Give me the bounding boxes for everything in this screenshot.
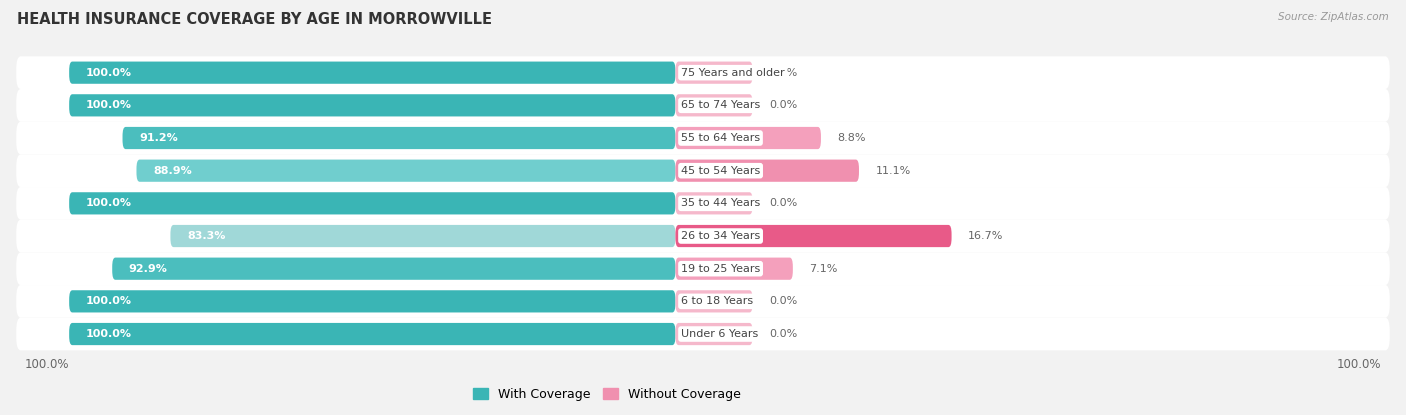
Text: 83.3%: 83.3% [187, 231, 225, 241]
Text: 8.8%: 8.8% [838, 133, 866, 143]
FancyBboxPatch shape [675, 225, 952, 247]
Text: 100.0%: 100.0% [25, 358, 69, 371]
FancyBboxPatch shape [17, 220, 1389, 252]
Text: 7.1%: 7.1% [810, 264, 838, 273]
FancyBboxPatch shape [170, 225, 675, 247]
FancyBboxPatch shape [17, 56, 1389, 89]
Text: 35 to 44 Years: 35 to 44 Years [681, 198, 761, 208]
FancyBboxPatch shape [675, 127, 821, 149]
Text: 88.9%: 88.9% [153, 166, 191, 176]
FancyBboxPatch shape [675, 94, 752, 117]
FancyBboxPatch shape [69, 323, 675, 345]
Text: HEALTH INSURANCE COVERAGE BY AGE IN MORROWVILLE: HEALTH INSURANCE COVERAGE BY AGE IN MORR… [17, 12, 492, 27]
FancyBboxPatch shape [17, 154, 1389, 187]
FancyBboxPatch shape [69, 61, 675, 84]
Text: 0.0%: 0.0% [769, 198, 797, 208]
Text: 0.0%: 0.0% [769, 296, 797, 306]
FancyBboxPatch shape [675, 290, 752, 312]
Text: 19 to 25 Years: 19 to 25 Years [681, 264, 761, 273]
FancyBboxPatch shape [675, 61, 752, 84]
FancyBboxPatch shape [69, 192, 675, 215]
Text: 0.0%: 0.0% [769, 100, 797, 110]
Text: 26 to 34 Years: 26 to 34 Years [681, 231, 761, 241]
Text: 45 to 54 Years: 45 to 54 Years [681, 166, 761, 176]
Text: 100.0%: 100.0% [86, 68, 132, 78]
Text: 75 Years and older: 75 Years and older [681, 68, 785, 78]
Text: 11.1%: 11.1% [876, 166, 911, 176]
FancyBboxPatch shape [17, 122, 1389, 154]
FancyBboxPatch shape [675, 258, 793, 280]
Text: 100.0%: 100.0% [86, 296, 132, 306]
FancyBboxPatch shape [69, 290, 675, 312]
FancyBboxPatch shape [17, 252, 1389, 285]
Text: 100.0%: 100.0% [86, 100, 132, 110]
FancyBboxPatch shape [17, 187, 1389, 220]
Text: 100.0%: 100.0% [86, 198, 132, 208]
Text: 6 to 18 Years: 6 to 18 Years [681, 296, 754, 306]
Text: 100.0%: 100.0% [86, 329, 132, 339]
Text: 0.0%: 0.0% [769, 68, 797, 78]
Text: 100.0%: 100.0% [1337, 358, 1381, 371]
FancyBboxPatch shape [136, 160, 675, 182]
FancyBboxPatch shape [69, 94, 675, 117]
FancyBboxPatch shape [675, 192, 752, 215]
Text: 65 to 74 Years: 65 to 74 Years [681, 100, 761, 110]
FancyBboxPatch shape [675, 160, 859, 182]
Text: 0.0%: 0.0% [769, 329, 797, 339]
Text: 92.9%: 92.9% [129, 264, 167, 273]
Text: 91.2%: 91.2% [139, 133, 177, 143]
FancyBboxPatch shape [17, 285, 1389, 318]
FancyBboxPatch shape [17, 318, 1389, 350]
FancyBboxPatch shape [122, 127, 675, 149]
FancyBboxPatch shape [17, 89, 1389, 122]
FancyBboxPatch shape [112, 258, 675, 280]
FancyBboxPatch shape [675, 323, 752, 345]
Text: 55 to 64 Years: 55 to 64 Years [681, 133, 761, 143]
Text: 16.7%: 16.7% [969, 231, 1004, 241]
Text: Under 6 Years: Under 6 Years [681, 329, 758, 339]
Text: Source: ZipAtlas.com: Source: ZipAtlas.com [1278, 12, 1389, 22]
Legend: With Coverage, Without Coverage: With Coverage, Without Coverage [468, 383, 745, 406]
